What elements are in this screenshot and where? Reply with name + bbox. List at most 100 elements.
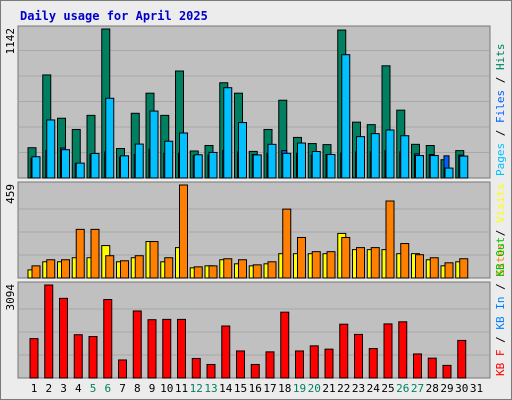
pages-bar (179, 132, 188, 179)
legend-kbytes-part: KB In (494, 297, 507, 330)
sites-bar (61, 259, 70, 279)
day-label: 24 (367, 382, 381, 395)
sites-bar (297, 236, 306, 279)
pages-bar (75, 162, 85, 179)
pages-bar (120, 155, 129, 179)
sites-bar (444, 262, 454, 279)
sites-bar (356, 247, 365, 279)
kbf-bar (413, 353, 422, 379)
legend-kbytes-part: KB Out (494, 237, 507, 277)
day-label: 19 (293, 382, 306, 395)
kbf-bar (354, 333, 363, 379)
day-label: 23 (352, 382, 365, 395)
pages-bar (370, 133, 380, 179)
day-label: 13 (204, 382, 217, 395)
sites-bar (120, 260, 129, 279)
kbf-bar (295, 350, 304, 379)
pages-bar (444, 167, 454, 179)
legend-visits-sites-part: / (494, 223, 507, 243)
kbf-bar (221, 325, 231, 379)
pages-bar (238, 122, 247, 179)
kbf-bar (59, 297, 68, 379)
pages-bar (311, 151, 321, 179)
day-label: 4 (75, 382, 82, 395)
day-label: 20 (308, 382, 321, 395)
day-label: 15 (234, 382, 247, 395)
legend-kbytes-part: / (494, 277, 507, 297)
day-label: 27 (411, 382, 424, 395)
sites-bar (238, 259, 247, 279)
sites-bar (326, 251, 336, 279)
kbf-bar (339, 323, 349, 379)
panel1-ymax-label: 1142 (4, 28, 17, 55)
kbf-bar (280, 311, 290, 379)
sites-bar (385, 200, 395, 279)
sites-bar (208, 265, 218, 279)
pages-bar (208, 151, 218, 179)
sites-bar (164, 257, 174, 279)
sites-bar (459, 258, 469, 279)
sites-bar (105, 255, 115, 279)
day-label: 21 (322, 382, 335, 395)
day-label: 8 (134, 382, 141, 395)
pages-bar (267, 143, 277, 179)
day-label: 2 (45, 382, 52, 395)
kbf-bar (191, 357, 201, 379)
day-label: 26 (396, 382, 409, 395)
pages-bar (297, 142, 306, 179)
pages-bar (164, 140, 174, 179)
kbf-bar (177, 318, 186, 379)
panel2-ymax-label: 459 (4, 184, 17, 204)
kbf-bar (383, 323, 393, 379)
kbf-bar (162, 318, 172, 379)
kbf-bar (236, 350, 245, 379)
sites-bar (223, 258, 233, 279)
sites-bar (429, 257, 439, 279)
sites-bar (252, 264, 262, 279)
sites-bar (370, 247, 380, 279)
kbf-bar (265, 351, 275, 379)
legend-hits-files-pages-part: Hits (494, 44, 507, 71)
legend-kbytes-part: / (494, 330, 507, 350)
day-label: 11 (175, 382, 188, 395)
kbf-bar (29, 338, 39, 379)
day-label: 18 (278, 382, 291, 395)
sites-bar (134, 255, 144, 279)
pages-bar (105, 97, 115, 179)
day-label: 30 (455, 382, 468, 395)
day-label: 17 (263, 382, 276, 395)
day-label: 14 (219, 382, 233, 395)
day-label: 31 (470, 382, 483, 395)
pages-bar (282, 152, 292, 179)
sites-bar (193, 266, 203, 279)
day-label: 29 (440, 382, 453, 395)
pages-bar (326, 154, 336, 179)
kbf-bar (73, 334, 83, 379)
legend-visits-sites: Sites / Visits (494, 183, 507, 276)
kbf-bar (309, 345, 319, 379)
legend-kbytes: KB F / KB In / KB Out (494, 237, 507, 376)
legend-visits-sites-part: Sites (494, 243, 507, 276)
day-label: 25 (381, 382, 394, 395)
legend-hits-files-pages-part: Files (494, 90, 507, 123)
pages-bar (223, 87, 233, 179)
kbf-bar (132, 310, 142, 379)
kbf-bar (324, 348, 334, 379)
kbf-bar (147, 319, 157, 379)
pages-bar (134, 143, 144, 179)
sites-bar (400, 243, 410, 279)
sites-bar (179, 184, 188, 279)
kbf-bar (368, 348, 378, 379)
sites-bar (46, 259, 56, 279)
kbf-bar (457, 339, 467, 379)
sites-bar (149, 241, 159, 279)
day-label: 10 (160, 382, 173, 395)
day-label: 5 (90, 382, 97, 395)
pages-bar (400, 135, 410, 179)
day-label: 16 (249, 382, 262, 395)
pages-bar (429, 155, 439, 179)
panel3-ymax-label: 3094 (4, 284, 17, 311)
legend-visits-sites-part: Visits (494, 183, 507, 223)
day-label: 9 (149, 382, 156, 395)
